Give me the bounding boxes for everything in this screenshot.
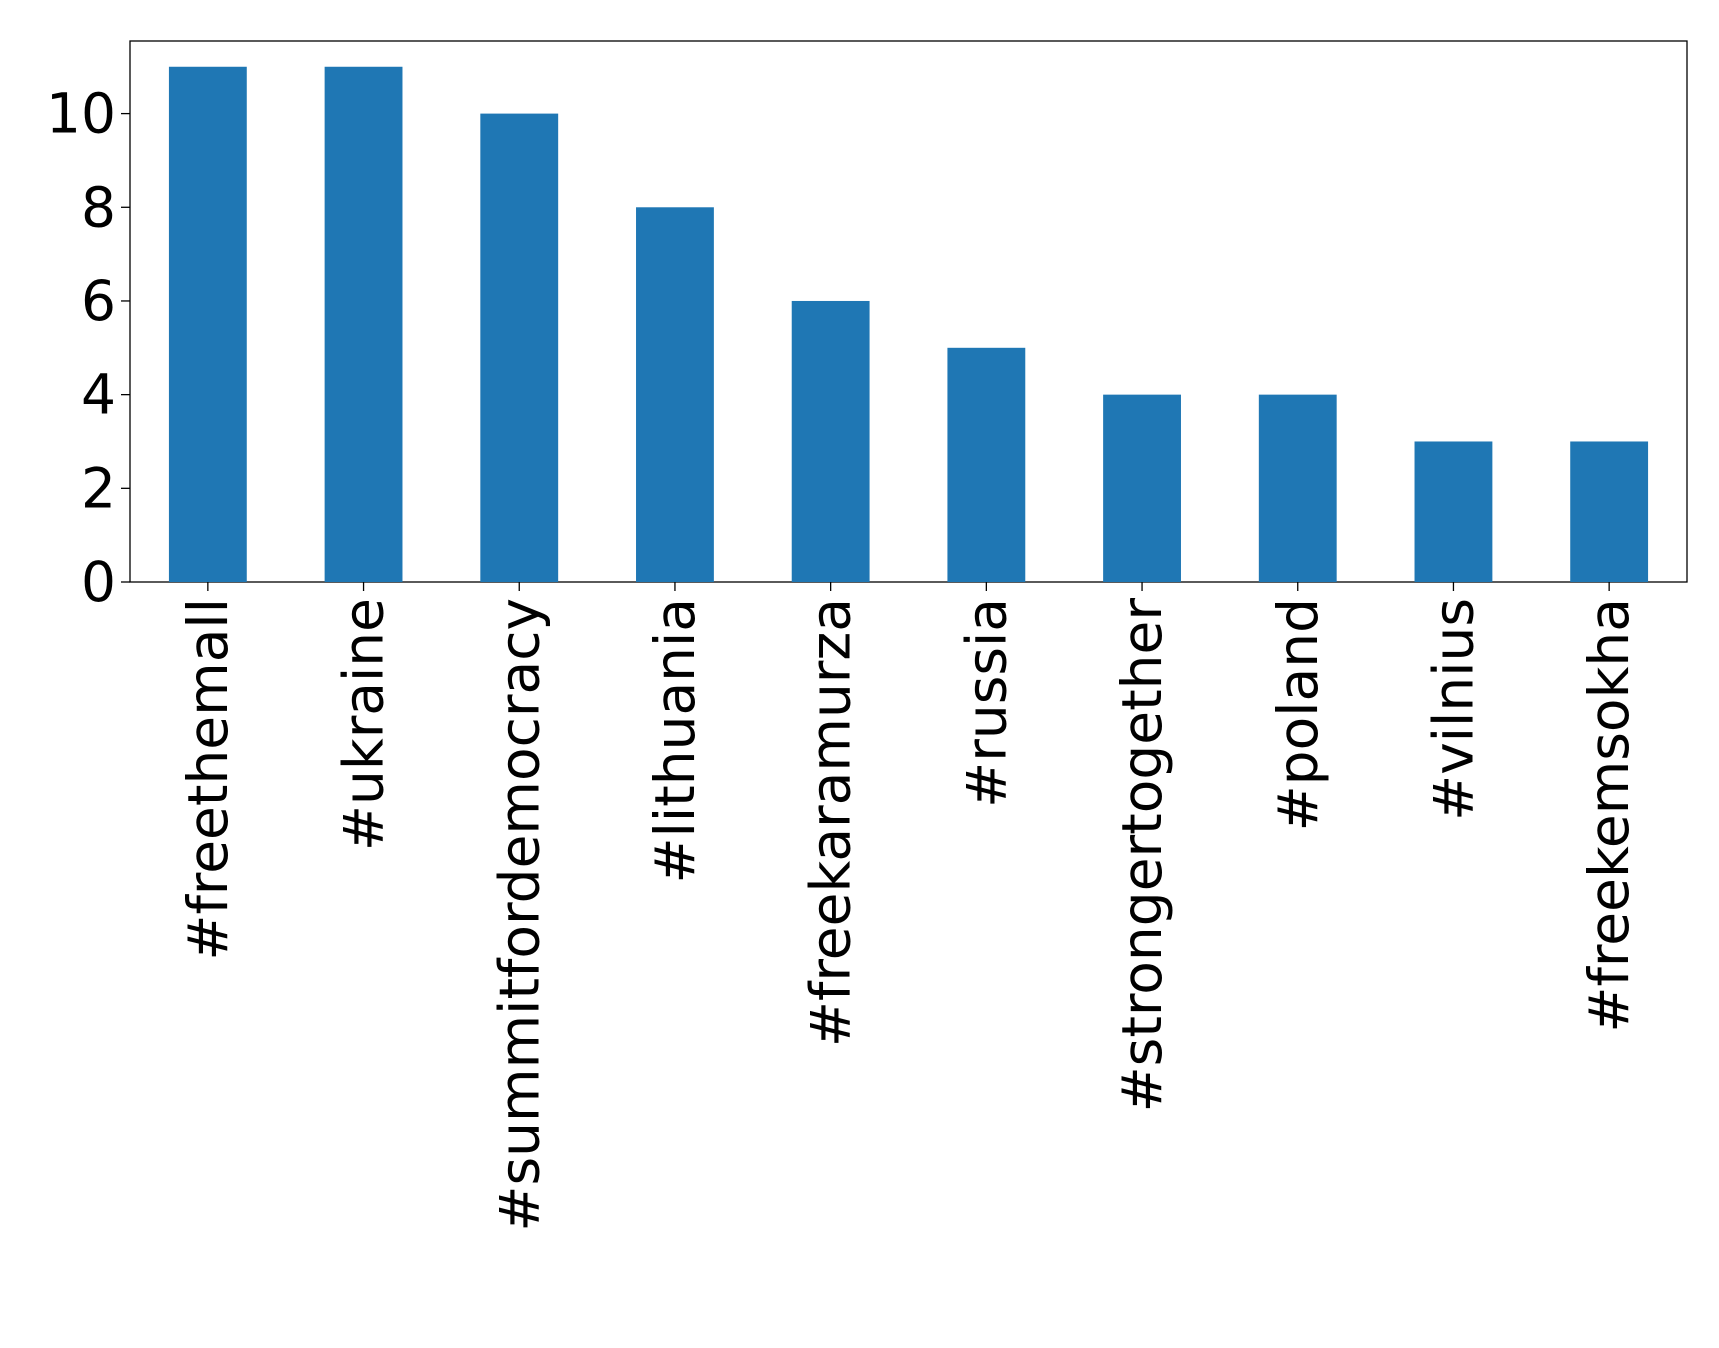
x-tick-label: #poland (1266, 598, 1330, 831)
bar (168, 66, 247, 582)
y-tick-label: 6 (81, 269, 116, 333)
x-tick-label: #freethemall (176, 598, 240, 961)
y-tick-label: 4 (81, 363, 116, 427)
bar (480, 113, 559, 582)
bar (324, 66, 403, 582)
y-tick-label: 2 (81, 456, 116, 520)
y-tick-label: 0 (81, 550, 116, 614)
x-tick-label: #lithuania (643, 598, 707, 883)
x-tick-label: #freekaramurza (799, 598, 863, 1047)
x-tick-label: #ukraine (332, 598, 396, 851)
bar (636, 207, 714, 583)
bar (791, 300, 870, 582)
x-tick-label: #strongertogether (1110, 598, 1174, 1113)
x-tick-label: #freekemsokha (1577, 598, 1641, 1033)
x-tick-label: #russia (954, 598, 1018, 808)
y-tick-label: 10 (46, 82, 116, 146)
x-tick-label: #vilnius (1421, 598, 1485, 821)
bar (1414, 441, 1493, 582)
bar (1258, 394, 1337, 582)
x-tick-label: #summitfordemocracy (487, 598, 551, 1232)
bar (947, 347, 1026, 582)
plot-frame (129, 40, 1688, 583)
bar (1103, 394, 1181, 582)
y-tick-label: 8 (81, 175, 116, 239)
bar (1570, 441, 1649, 582)
